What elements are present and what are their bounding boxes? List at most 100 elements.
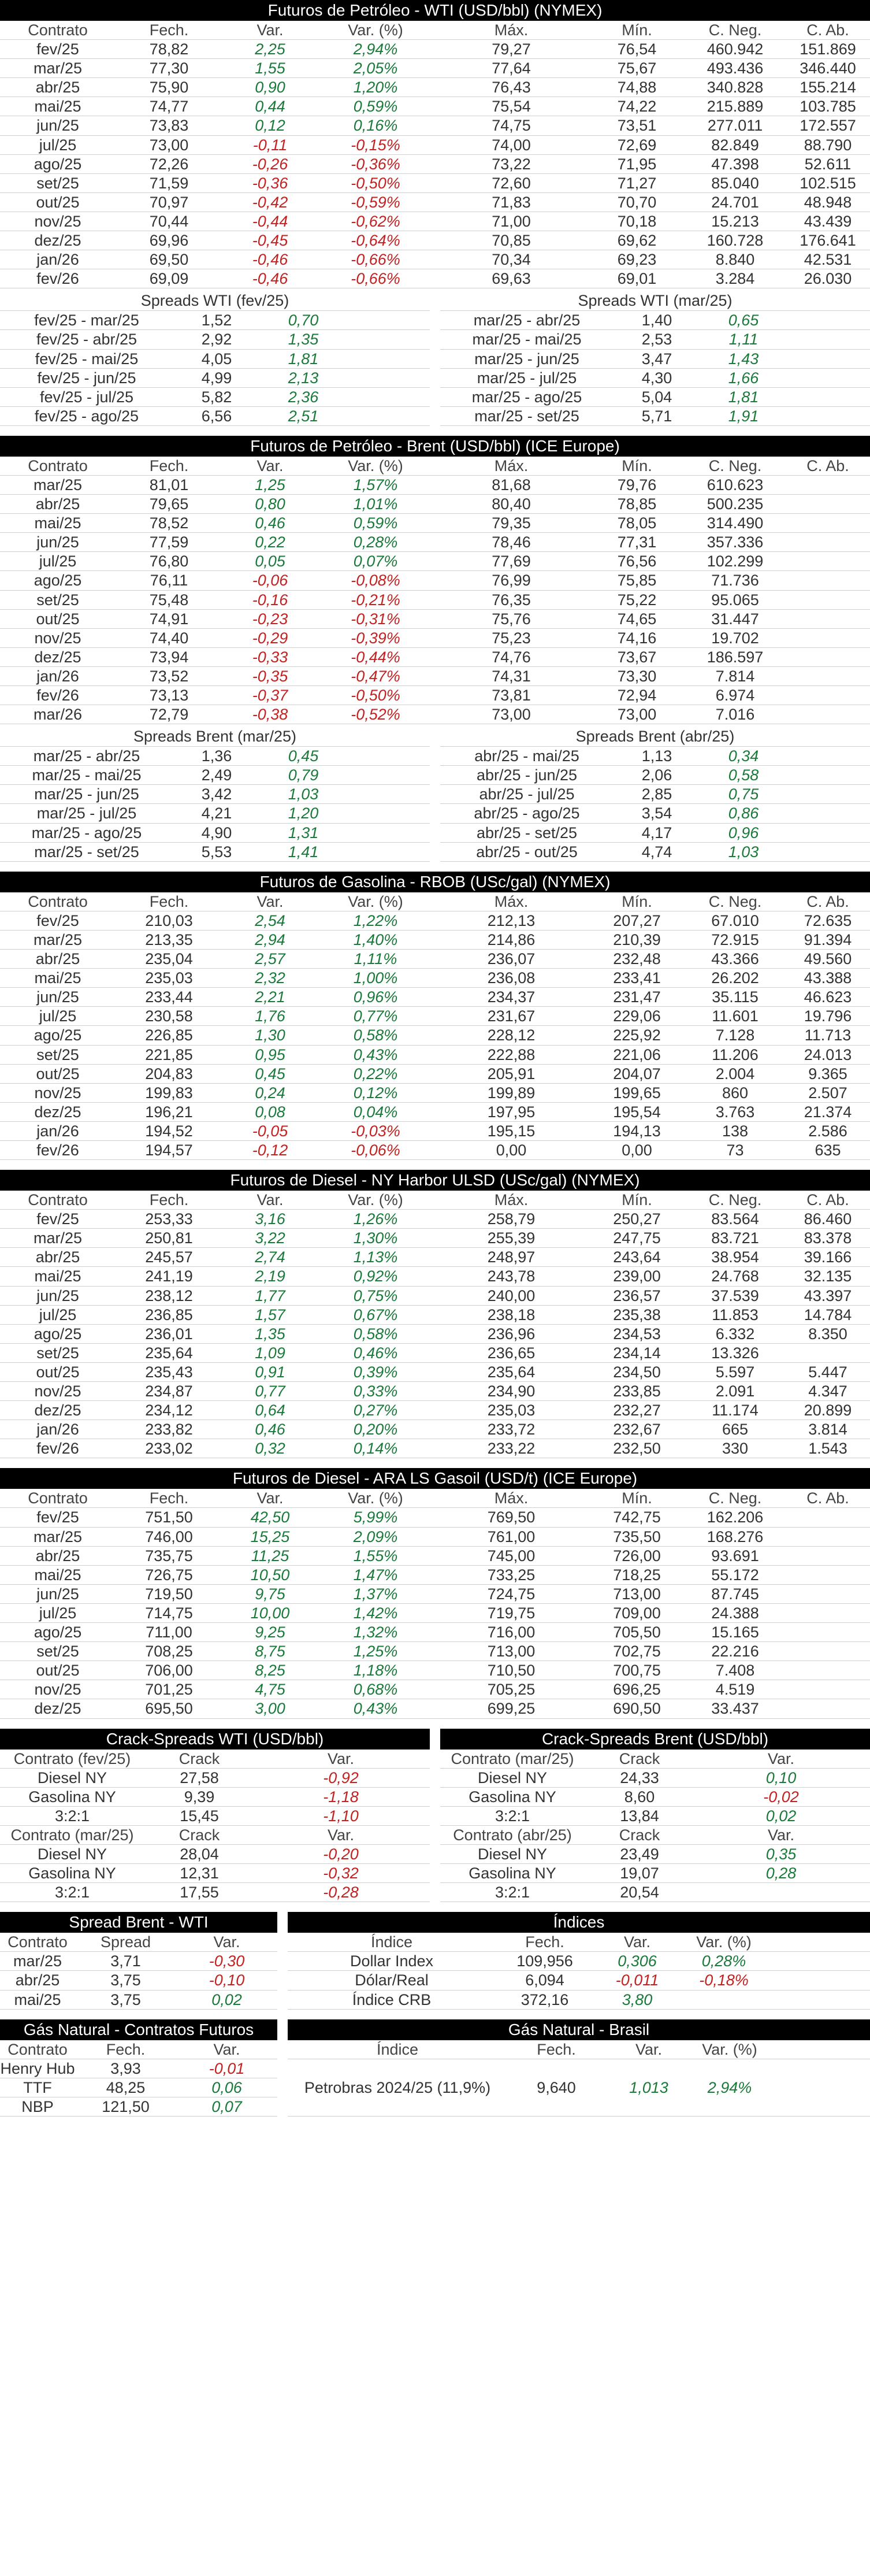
table-row: mar/25 746,00 15,25 2,09% 761,00 735,50 168.27… — [0, 1528, 870, 1547]
table-cell: jun/25 — [36, 533, 79, 551]
table-row: abr/25 235,04 2,57 1,11% 236,07 232,48 43.366 4… — [0, 950, 870, 969]
table-cell: out/25 — [36, 193, 80, 211]
crack-row: Diesel NY 27,58 -0,92 — [0, 1769, 430, 1788]
table-row: mai/25 74,77 0,44 0,59% 75,54 74,22 215.889 103… — [0, 97, 870, 117]
table-cell: -0,26 — [252, 155, 288, 173]
table-cell: 78,05 — [617, 514, 657, 532]
market-report: Futuros de Petróleo - WTI (USD/bbl) (NYM… — [0, 0, 870, 2117]
crack-value: 9,39 — [184, 1788, 215, 1806]
table-row: nov/25 70,44 -0,44 -0,62% 71,00 70,18 15.213 43… — [0, 212, 870, 232]
table-row: fev/25 78,82 2,25 2,94% 79,27 76,54 460.942 151… — [0, 40, 870, 60]
table-cell: 696,25 — [613, 1681, 661, 1699]
table-cell: 761,00 — [487, 1528, 536, 1545]
table-cell: 713,00 — [487, 1643, 536, 1660]
column-header: Contrato — [8, 1933, 68, 1951]
spread-title: Spreads Brent (abr/25) — [440, 727, 870, 747]
crack-var: -0,02 — [763, 1788, 799, 1806]
crack-product: Diesel NY — [477, 1845, 548, 1863]
spread-value: 4,17 — [641, 824, 672, 842]
table-cell: 0,00 — [622, 1141, 652, 1159]
table-cell: 79,27 — [492, 40, 531, 58]
table-cell: 19.796 — [804, 1007, 852, 1025]
table-cell: 95.065 — [711, 591, 759, 609]
table-cell: nov/25 — [34, 1382, 81, 1400]
spread-row: mar/25 - ago/25 4,90 1,31 — [0, 824, 430, 843]
table-cell: 234,53 — [613, 1325, 661, 1343]
table-cell: -0,03% — [351, 1122, 400, 1140]
spread-pair-label: abr/25 - ago/25 — [474, 805, 580, 822]
table-row: ago/25 236,01 1,35 0,58% 236,96 234,53 6.332 8.… — [0, 1325, 870, 1344]
table-cell: 86.460 — [804, 1210, 852, 1228]
table-cell: 20.899 — [804, 1402, 852, 1419]
table-cell: 0,45 — [255, 1065, 285, 1083]
table-cell: 225,92 — [613, 1026, 661, 1044]
table-cell: 102.515 — [800, 174, 856, 192]
table-cell: jun/25 — [36, 1287, 79, 1304]
column-header: C. Ab. — [806, 892, 849, 910]
table-cell: 1,13% — [353, 1248, 398, 1266]
column-header: Contrato (abr/25) — [453, 1826, 572, 1844]
table-cell: 235,64 — [145, 1344, 193, 1362]
table-cell: fev/25 — [36, 1508, 79, 1526]
column-header: C. Ab. — [806, 1489, 849, 1507]
table-cell: 52.611 — [804, 155, 852, 173]
crack-product: Gasolina NY — [469, 1788, 556, 1806]
crack-table-wti: Crack-Spreads WTI (USD/bbl) Contrato (fev… — [0, 1728, 430, 1903]
column-header: Spread — [100, 1933, 151, 1951]
table-cell: 236,96 — [487, 1325, 536, 1343]
table-cell: 74,16 — [617, 629, 657, 647]
table-row: fev/26 233,02 0,32 0,14% 233,22 232,50 330 1.54… — [0, 1439, 870, 1459]
table-cell: 70,97 — [149, 193, 189, 211]
spread-row: mar/25 - jun/25 3,47 1,43 — [440, 350, 870, 369]
column-header: C. Neg. — [708, 21, 762, 39]
table-cell: 742,75 — [613, 1508, 661, 1526]
table-cell: 255,39 — [487, 1229, 536, 1247]
column-header: Var. (%) — [348, 892, 403, 910]
table-cell: -0,05 — [252, 1122, 288, 1140]
spacer — [347, 747, 430, 765]
table-cell: 234,12 — [145, 1402, 193, 1419]
table-cell: 8,25 — [255, 1662, 285, 1680]
spread-var: 0,34 — [728, 747, 759, 765]
table-cell: 74,31 — [492, 667, 531, 685]
column-header: C. Ab. — [806, 457, 849, 475]
table-cell: 233,02 — [145, 1440, 193, 1458]
table-cell: 238,12 — [145, 1287, 193, 1304]
spacer — [787, 369, 870, 387]
table-cell: 1,76 — [255, 1007, 285, 1025]
table-cell: set/25 — [36, 591, 79, 609]
column-header: Var. (%) — [348, 1191, 403, 1209]
table-cell: 708,25 — [145, 1643, 193, 1660]
table-cell: 250,27 — [613, 1210, 661, 1228]
table-cell: 330 — [722, 1440, 749, 1458]
table-cell: 7.408 — [715, 1662, 755, 1680]
column-header: Contrato — [28, 457, 88, 475]
crack-row: Gasolina NY 9,39 -1,18 — [0, 1788, 430, 1807]
table-cell: 76,43 — [492, 79, 531, 97]
spread-value: 2,92 — [201, 331, 232, 349]
table-cell: 1,26% — [353, 1210, 398, 1228]
table-cell: dez/25 — [34, 232, 81, 250]
spread-pair-label: abr/25 - mai/25 — [474, 747, 579, 765]
table-cell: 72,69 — [617, 136, 657, 154]
table-cell: 235,04 — [145, 950, 193, 968]
crack-header-row: Contrato (mar/25) Crack Var. — [440, 1750, 870, 1769]
table-cell: -0,01 — [209, 2059, 245, 2077]
table-cell: set/25 — [36, 1046, 79, 1063]
crack-row: 3:2:1 15,45 -1,10 — [0, 1807, 430, 1826]
table-cell: 239,00 — [613, 1267, 661, 1285]
table-cell: -0,21% — [351, 591, 400, 609]
table-cell: 213,35 — [145, 931, 193, 948]
table-row: jul/25 230,58 1,76 0,77% 231,67 229,06 11.601 1… — [0, 1007, 870, 1026]
table-cell: 204,07 — [613, 1065, 661, 1083]
table-cell: -0,38 — [252, 706, 288, 724]
table-cell: 168.276 — [707, 1528, 764, 1545]
spread-value: 2,53 — [641, 331, 672, 349]
spread-row: mar/25 - mai/25 2,49 0,79 — [0, 766, 430, 785]
table-row: jul/25 236,85 1,57 0,67% 238,18 235,38 11.853 1… — [0, 1306, 870, 1325]
table-cell: jul/25 — [39, 136, 77, 154]
table-cell: 91.394 — [804, 931, 852, 948]
spread-row: fev/25 - jun/25 4,99 2,13 — [0, 369, 430, 388]
table-cell: 231,67 — [487, 1007, 536, 1025]
table-cell: 233,41 — [613, 969, 661, 987]
